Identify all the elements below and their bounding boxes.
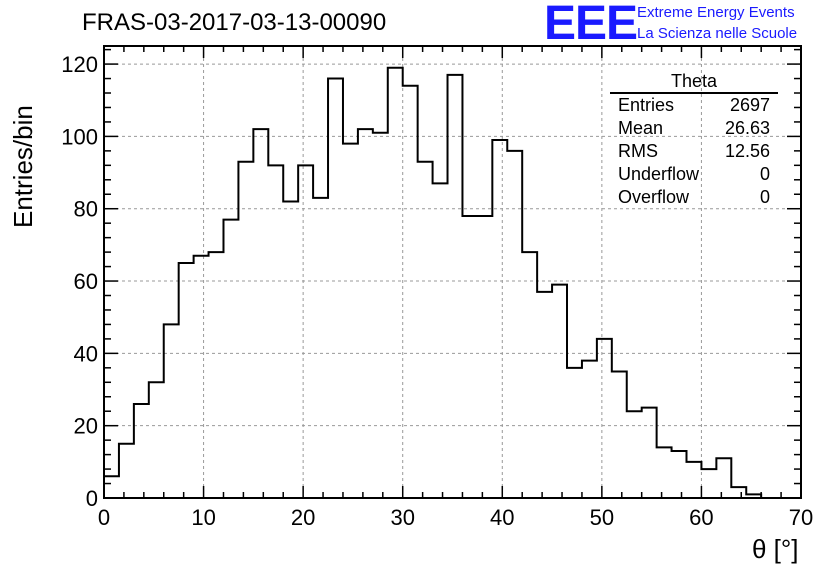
- histogram-bin: [507, 151, 522, 498]
- stats-label: Entries: [618, 95, 675, 115]
- x-axis-label: θ [°]: [752, 534, 799, 564]
- histogram-bin: [686, 462, 701, 498]
- histogram-bin: [104, 476, 119, 498]
- histogram-bin: [179, 263, 194, 498]
- histogram-bin: [119, 444, 134, 498]
- histogram-bin: [597, 339, 612, 498]
- stats-row-entries: Entries 2697: [610, 94, 778, 117]
- histogram-bin: [522, 252, 537, 498]
- x-tick-label: 40: [490, 505, 514, 530]
- stats-row-mean: Mean 26.63: [610, 117, 778, 140]
- y-tick-label: 60: [74, 269, 98, 294]
- histogram-bin: [552, 285, 567, 498]
- stats-label: Underflow: [618, 164, 700, 184]
- histogram-bin: [223, 220, 238, 498]
- plot-frame: [103, 45, 802, 499]
- stats-label: Mean: [618, 118, 664, 138]
- histogram-bin: [313, 198, 328, 498]
- chart-title: FRAS-03-2017-03-13-00090: [82, 9, 387, 36]
- stats-label: RMS: [618, 141, 658, 161]
- histogram-bin: [373, 133, 388, 498]
- x-tick-label: 0: [98, 505, 110, 530]
- histogram-bin: [567, 368, 582, 498]
- y-tick-label: 80: [74, 197, 98, 222]
- x-tick-label: 30: [390, 505, 414, 530]
- histogram-bin: [283, 201, 298, 498]
- histogram-bin: [582, 361, 597, 498]
- histogram-bin: [492, 140, 507, 498]
- histogram-bin: [388, 68, 403, 498]
- x-tick-label: 20: [291, 505, 315, 530]
- logo-text-line2: La Scienza nelle Scuole: [637, 25, 798, 42]
- x-tick-label: 70: [789, 505, 813, 530]
- y-tick-label: 0: [86, 486, 98, 511]
- histogram-bars: [103, 66, 763, 498]
- stats-title: Theta: [610, 70, 778, 94]
- histogram-bin: [627, 411, 642, 498]
- stats-value: 12.56: [724, 141, 770, 161]
- histogram-bin: [343, 144, 358, 498]
- y-tick-label: 20: [74, 414, 98, 439]
- grid-lines: [104, 46, 801, 498]
- histogram-bin: [716, 458, 731, 498]
- histogram-bin: [403, 86, 418, 498]
- histogram-bin: [731, 487, 746, 498]
- y-tick-label: 40: [74, 341, 98, 366]
- x-tick-label: 50: [590, 505, 614, 530]
- stats-row-rms: RMS 12.56: [610, 140, 778, 163]
- histogram-bin: [701, 469, 716, 498]
- histogram-outline: [103, 66, 763, 498]
- logo-text-line1: Extreme Energy Events: [637, 4, 795, 21]
- histogram-bin: [672, 451, 687, 498]
- histogram-bin: [328, 79, 343, 498]
- stats-value: 0: [759, 164, 770, 184]
- stats-row-underflow: Underflow 0: [610, 163, 778, 186]
- histogram-bin: [149, 382, 164, 498]
- histogram-bin: [134, 404, 149, 498]
- y-axis-label: Entries/bin: [8, 105, 38, 228]
- histogram-bin: [657, 447, 672, 498]
- stats-row-overflow: Overflow 0: [610, 186, 778, 209]
- eee-logo: EEE: [544, 0, 638, 50]
- stats-box: Theta Entries 2697 Mean 26.63 RMS 12.56 …: [610, 70, 778, 209]
- histogram-bin: [268, 165, 283, 498]
- histogram-bin: [253, 129, 268, 498]
- histogram-bin: [433, 183, 448, 498]
- stats-value: 26.63: [724, 118, 770, 138]
- histogram-bin: [298, 165, 313, 498]
- histogram-bin: [537, 292, 552, 498]
- x-tick-label: 10: [191, 505, 215, 530]
- histogram-bin: [477, 216, 492, 498]
- x-tick-label: 60: [689, 505, 713, 530]
- histogram-bin: [642, 408, 657, 498]
- histogram-bin: [209, 252, 224, 498]
- stats-label: Overflow: [618, 187, 690, 207]
- histogram-bin: [194, 256, 209, 498]
- y-tick-label: 100: [61, 124, 98, 149]
- tick-labels: 0 10 20 30 40 50 60 70 0 20 40 60 80 100 120: [61, 52, 813, 530]
- histogram-bin: [448, 75, 463, 498]
- stats-value: 2697: [729, 95, 770, 115]
- histogram-bin: [164, 324, 179, 498]
- histogram-bin: [358, 129, 373, 498]
- histogram-bin: [238, 162, 253, 498]
- axis-ticks: [103, 46, 802, 499]
- histogram-bin: [462, 216, 477, 498]
- histogram-bin: [612, 371, 627, 498]
- stats-value: 0: [759, 187, 770, 207]
- y-tick-label: 120: [61, 52, 98, 77]
- histogram-bin: [418, 162, 433, 498]
